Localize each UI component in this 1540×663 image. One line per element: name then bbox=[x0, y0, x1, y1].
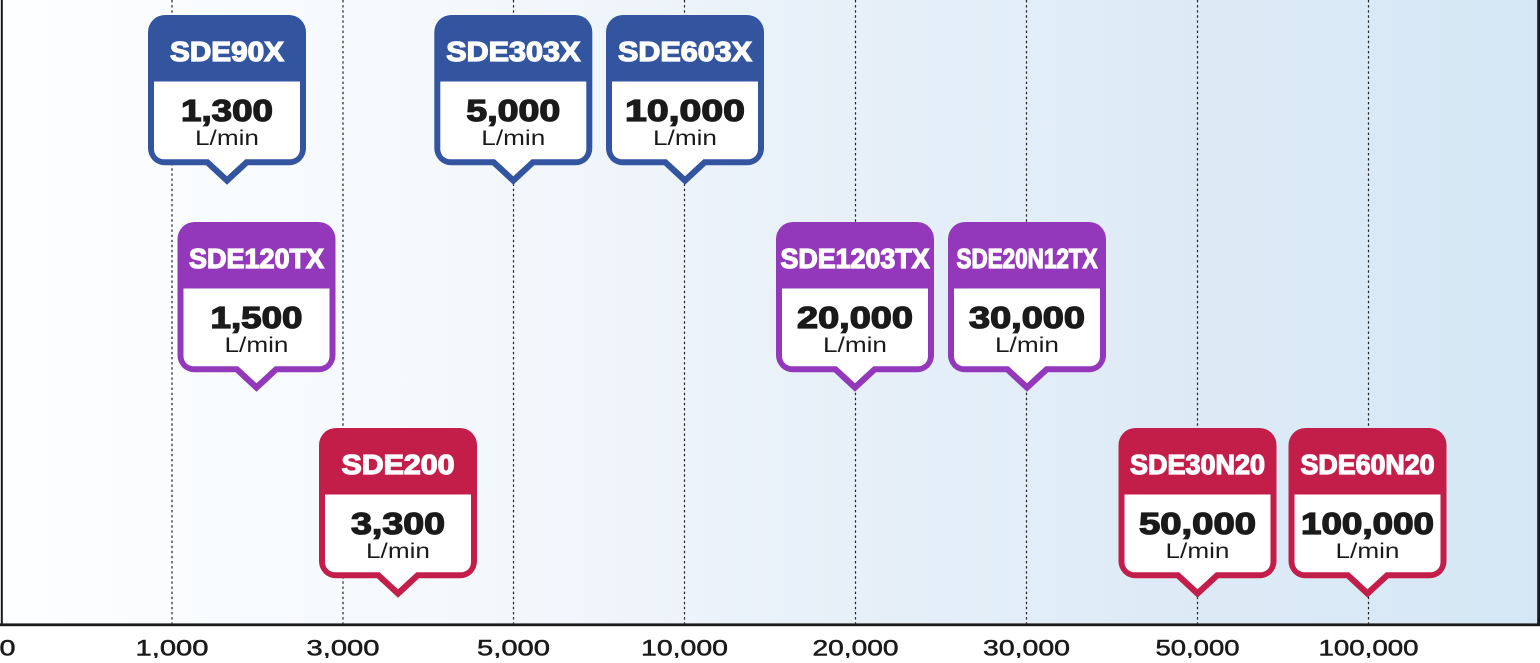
svg-text:1,300: 1,300 bbox=[181, 93, 273, 128]
svg-text:30,000: 30,000 bbox=[969, 300, 1085, 335]
svg-text:L/min: L/min bbox=[823, 334, 887, 357]
svg-text:10,000: 10,000 bbox=[641, 635, 728, 658]
svg-text:SDE303X: SDE303X bbox=[446, 36, 581, 67]
svg-text:L/min: L/min bbox=[995, 334, 1059, 357]
svg-text:3,300: 3,300 bbox=[351, 506, 445, 541]
svg-text:L/min: L/min bbox=[1336, 540, 1400, 563]
svg-text:SDE60N20: SDE60N20 bbox=[1301, 449, 1435, 480]
svg-text:SDE20N12TX: SDE20N12TX bbox=[957, 243, 1099, 274]
svg-text:5,000: 5,000 bbox=[477, 635, 550, 658]
svg-text:1,500: 1,500 bbox=[211, 300, 303, 335]
svg-text:SDE200: SDE200 bbox=[342, 449, 455, 480]
svg-text:SDE1203TX: SDE1203TX bbox=[781, 243, 931, 274]
svg-text:3,000: 3,000 bbox=[307, 635, 380, 658]
svg-text:SDE120TX: SDE120TX bbox=[189, 243, 325, 274]
svg-text:50,000: 50,000 bbox=[1139, 506, 1256, 541]
svg-text:1,000: 1,000 bbox=[136, 635, 209, 658]
svg-text:0: 0 bbox=[0, 635, 16, 658]
svg-text:30,000: 30,000 bbox=[983, 635, 1070, 658]
svg-text:SDE603X: SDE603X bbox=[618, 36, 753, 67]
svg-text:100,000: 100,000 bbox=[1301, 506, 1434, 541]
svg-text:20,000: 20,000 bbox=[813, 635, 899, 658]
svg-text:L/min: L/min bbox=[653, 127, 717, 150]
svg-text:L/min: L/min bbox=[366, 540, 430, 563]
svg-text:100,000: 100,000 bbox=[1319, 635, 1419, 658]
svg-text:10,000: 10,000 bbox=[625, 93, 745, 128]
svg-text:50,000: 50,000 bbox=[1156, 635, 1240, 658]
svg-text:SDE30N20: SDE30N20 bbox=[1130, 449, 1265, 480]
svg-text:20,000: 20,000 bbox=[797, 300, 913, 335]
svg-text:L/min: L/min bbox=[1166, 540, 1230, 563]
svg-text:L/min: L/min bbox=[195, 127, 259, 150]
svg-text:SDE90X: SDE90X bbox=[170, 36, 285, 67]
svg-text:L/min: L/min bbox=[225, 334, 289, 357]
svg-text:5,000: 5,000 bbox=[466, 93, 560, 128]
svg-text:L/min: L/min bbox=[481, 127, 545, 150]
